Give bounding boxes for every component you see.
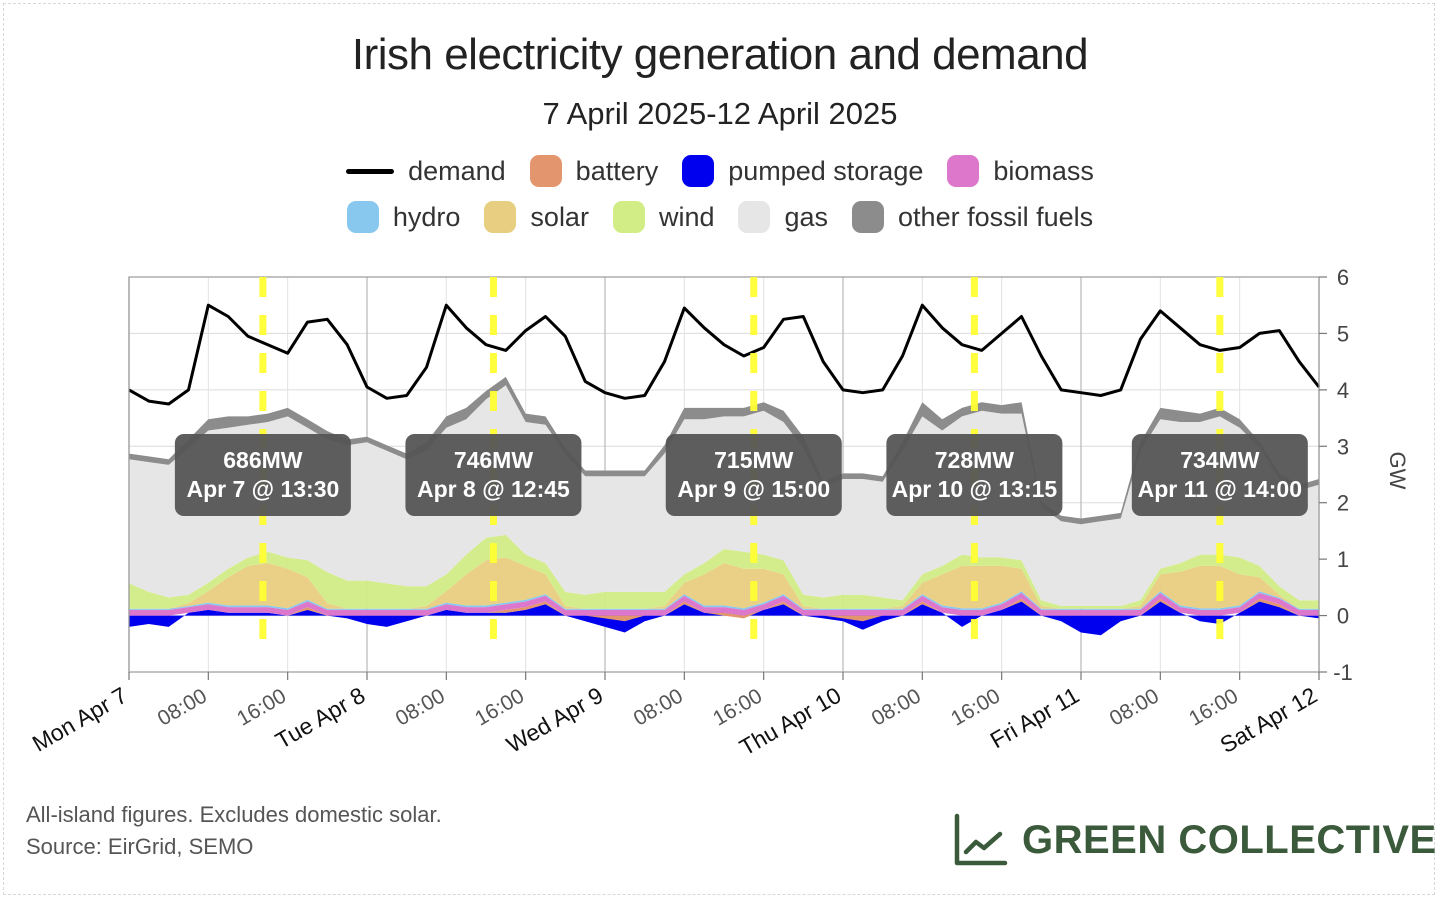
x-tick-label: 08:00 xyxy=(868,684,925,730)
area-hydro xyxy=(129,591,1319,610)
legend-row-2: hydro solar wind gas other fossil fuels xyxy=(0,201,1440,233)
peak-callout-box xyxy=(886,434,1063,516)
legend-item-other-fossil-fuels[interactable]: other fossil fuels xyxy=(852,201,1093,233)
line-chart-icon xyxy=(954,813,1008,866)
peak-callout-box xyxy=(405,434,582,516)
legend-swatch-biomass xyxy=(947,155,980,187)
peak-callout-value: 715MW xyxy=(714,447,794,473)
peak-callout-time: Apr 7 @ 13:30 xyxy=(186,476,339,502)
y-tick-label: 4 xyxy=(1337,378,1349,403)
legend-label-hydro: hydro xyxy=(392,201,461,232)
legend-item-solar[interactable]: solar xyxy=(484,201,589,233)
x-tick-label: 16:00 xyxy=(471,684,528,730)
y-axis-label: GW xyxy=(1385,452,1410,490)
peak-callout-time: Apr 8 @ 12:45 xyxy=(417,476,570,502)
peak-callout-time: Apr 9 @ 15:00 xyxy=(677,476,830,502)
legend-item-battery[interactable]: battery xyxy=(529,155,659,187)
x-tick-label: Mon Apr 7 xyxy=(28,682,132,757)
chart-subtitle: 7 April 2025-12 April 2025 xyxy=(542,96,898,131)
y-tick-label: 1 xyxy=(1337,547,1349,572)
y-tick-label: 6 xyxy=(1337,265,1349,290)
legend-item-gas[interactable]: gas xyxy=(738,201,828,233)
legend-item-biomass[interactable]: biomass xyxy=(947,155,1094,187)
x-tick-label: 08:00 xyxy=(154,684,211,730)
peak-callout-box xyxy=(174,434,351,516)
legend-swatch-other-fossil-fuels xyxy=(852,201,885,233)
legend-label-demand: demand xyxy=(408,155,506,186)
peak-callout-value: 686MW xyxy=(223,447,303,473)
peak-annotations: 686MW Apr 7 @ 13:30 746MW Apr 8 @ 12:45 715M… xyxy=(174,277,1308,656)
peak-callout-time: Apr 10 @ 13:15 xyxy=(892,476,1058,502)
legend-label-pumped-storage: pumped storage xyxy=(728,155,924,186)
chart-frame xyxy=(3,3,1435,895)
legend-swatch-pumped-storage xyxy=(682,155,715,187)
legend-item-demand[interactable]: demand xyxy=(346,156,506,187)
brand-logo: GREEN COLLECTIVE xyxy=(952,812,1437,868)
legend-item-pumped-storage[interactable]: pumped storage xyxy=(682,155,923,187)
chart-title: Irish electricity generation and demand xyxy=(351,30,1089,79)
legend-label-biomass: biomass xyxy=(993,155,1094,186)
footnote-line-2: Source: EirGrid, SEMO xyxy=(26,834,254,859)
legend-swatch-gas xyxy=(738,201,771,233)
peak-callout-value: 746MW xyxy=(454,447,534,473)
demand-line xyxy=(128,303,1321,406)
x-tick-label: 16:00 xyxy=(947,684,1004,730)
y-tick-label: -1 xyxy=(1333,660,1353,685)
area-solar xyxy=(129,557,1319,609)
x-tick-label: 16:00 xyxy=(1185,684,1242,730)
x-tick-label: 16:00 xyxy=(709,684,766,730)
x-tick-label: 08:00 xyxy=(392,684,449,730)
area-pumped-storage xyxy=(129,601,1319,636)
footnote-line-1: All-island figures. Excludes domestic so… xyxy=(26,802,442,827)
legend-row-1: demand battery pumped storage biomass xyxy=(0,155,1440,187)
peak-callout-box xyxy=(1131,434,1308,516)
plot-border xyxy=(128,276,1320,673)
y-axis: -1 0 1 2 3 4 5 6 GW xyxy=(1319,265,1410,685)
legend-swatch-wind xyxy=(612,201,645,233)
y-tick-label: 5 xyxy=(1337,321,1349,346)
x-tick-label: Fri Apr 11 xyxy=(986,682,1084,754)
legend-label-battery: battery xyxy=(575,155,659,186)
legend-item-hydro[interactable]: hydro xyxy=(346,201,461,233)
x-tick-label: 08:00 xyxy=(630,684,687,730)
legend-swatch-battery xyxy=(529,155,562,187)
legend-swatch-demand xyxy=(346,168,395,174)
legend-swatch-hydro xyxy=(346,201,379,233)
legend-label-gas: gas xyxy=(784,201,829,232)
y-tick-label: 3 xyxy=(1337,434,1349,459)
area-biomass xyxy=(129,593,1319,616)
x-tick-label: Tue Apr 8 xyxy=(271,682,370,754)
peak-callout-time: Apr 11 @ 14:00 xyxy=(1138,476,1302,502)
x-tick-label: 08:00 xyxy=(1106,684,1163,730)
x-tick-label: 16:00 xyxy=(233,684,290,730)
peak-callout-value: 734MW xyxy=(1180,447,1260,473)
brand-name: GREEN COLLECTIVE xyxy=(1022,817,1437,862)
legend-label-solar: solar xyxy=(530,201,589,232)
legend-item-wind[interactable]: wind xyxy=(612,201,715,233)
legend-label-wind: wind xyxy=(658,201,715,232)
y-tick-label: 2 xyxy=(1337,491,1349,516)
peak-callout-value: 728MW xyxy=(935,447,1015,473)
y-tick-label: 0 xyxy=(1337,604,1349,629)
legend-label-other-fossil-fuels: other fossil fuels xyxy=(898,201,1094,232)
peak-callout-box xyxy=(665,434,842,516)
area-wind xyxy=(129,534,1319,609)
legend-swatch-solar xyxy=(484,201,517,233)
